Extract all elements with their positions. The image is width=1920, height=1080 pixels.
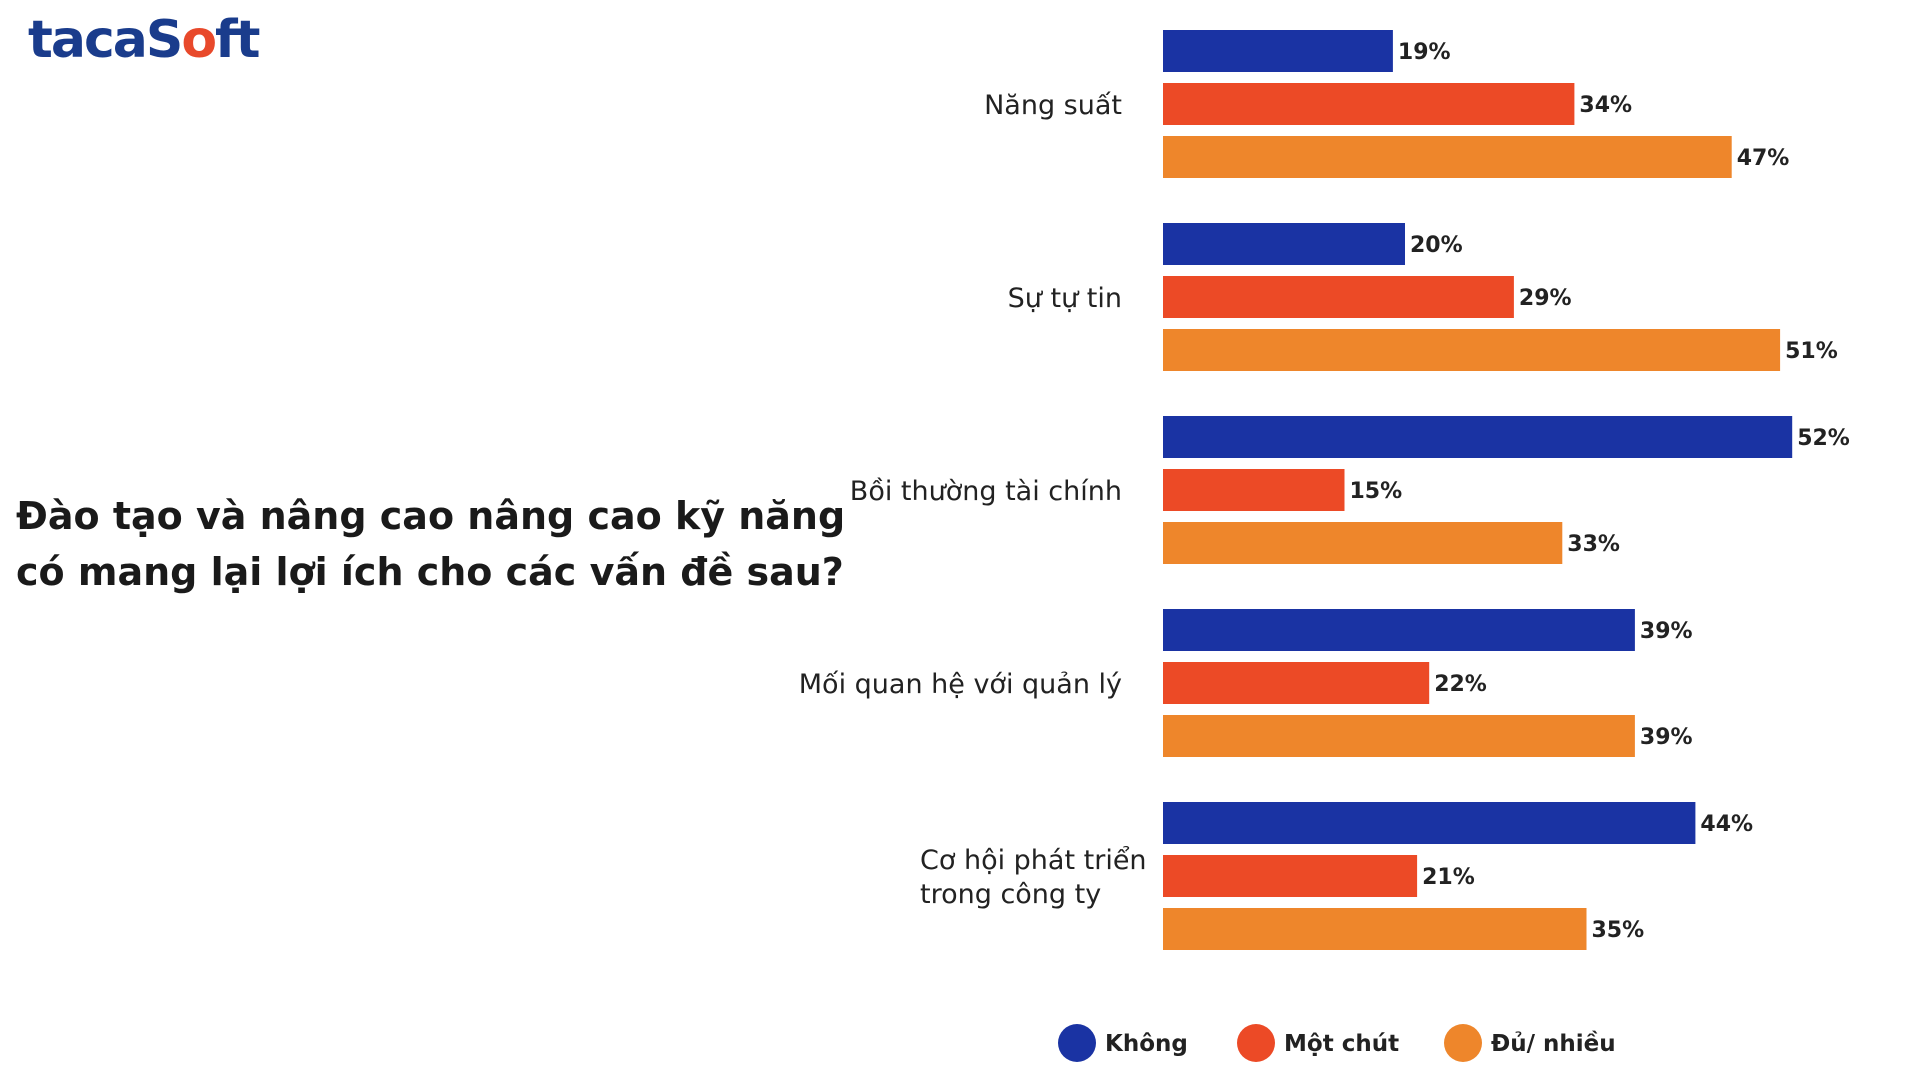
value-label-5-2: 21% — [1422, 865, 1475, 890]
logo-text-pre: tacaS — [28, 10, 183, 70]
value-label-5-3: 35% — [1592, 918, 1645, 943]
legend-swatch-2 — [1237, 1024, 1275, 1062]
bar-2-1 — [1163, 223, 1405, 265]
legend: Không Một chút Đủ/ nhiều — [1058, 1024, 1616, 1062]
bar-2-2 — [1163, 276, 1514, 318]
question-line-2: có mang lại lợi ích cho các vấn đề sau? — [16, 550, 844, 594]
bar-4-3 — [1163, 715, 1635, 757]
bar-4-2 — [1163, 662, 1430, 704]
value-label-4-3: 39% — [1640, 725, 1693, 750]
value-label-5-1: 44% — [1700, 812, 1753, 837]
value-label-1-2: 34% — [1579, 93, 1632, 118]
bar-1-3 — [1163, 136, 1732, 178]
category-label-5-line-1: Cơ hội phát triển — [920, 845, 1147, 876]
bar-5-2 — [1163, 855, 1418, 897]
bar-3-1 — [1163, 416, 1793, 458]
legend-label-2: Một chút — [1284, 1031, 1399, 1057]
category-label-2: Sự tự tin — [1008, 283, 1122, 314]
bar-5-3 — [1163, 908, 1587, 950]
question-line-1: Đào tạo và nâng cao nâng cao kỹ năng — [16, 494, 846, 538]
value-label-1-1: 19% — [1398, 40, 1451, 65]
bars-layer — [1163, 30, 1793, 950]
bar-1-2 — [1163, 83, 1575, 125]
value-label-3-2: 15% — [1350, 479, 1403, 504]
value-label-4-1: 39% — [1640, 619, 1693, 644]
value-label-4-2: 22% — [1434, 672, 1487, 697]
tacasoft-logo: tacaSoft — [28, 14, 261, 66]
labels-layer: 19% 34% 47% Năng suất 20% 29% 51% Sự tự tin 52% 1… — [799, 40, 1850, 943]
bar-1-1 — [1163, 30, 1393, 72]
bar-3-2 — [1163, 469, 1345, 511]
legend-label-1: Không — [1105, 1031, 1188, 1057]
legend-swatch-3 — [1444, 1024, 1482, 1062]
bar-2-3 — [1163, 329, 1781, 371]
legend-swatch-1 — [1058, 1024, 1096, 1062]
value-label-3-1: 52% — [1797, 426, 1850, 451]
bar-5-1 — [1163, 802, 1696, 844]
category-label-3: Bồi thường tài chính — [850, 476, 1122, 507]
value-label-3-3: 33% — [1567, 532, 1620, 557]
value-label-1-3: 47% — [1737, 146, 1790, 171]
value-label-2-3: 51% — [1785, 339, 1838, 364]
bar-4-1 — [1163, 609, 1635, 651]
category-label-1: Năng suất — [984, 90, 1122, 121]
category-label-5-line-2: trong công ty — [920, 879, 1101, 910]
bar-3-3 — [1163, 522, 1563, 564]
category-label-4: Mối quan hệ với quản lý — [799, 669, 1122, 700]
survey-question: Đào tạo và nâng cao nâng cao kỹ năng có … — [16, 488, 846, 600]
logo-text-post: ft — [215, 10, 261, 70]
logo-text-accent: o — [181, 10, 217, 70]
legend-label-3: Đủ/ nhiều — [1491, 1030, 1616, 1057]
value-label-2-2: 29% — [1519, 286, 1572, 311]
value-label-2-1: 20% — [1410, 233, 1463, 258]
